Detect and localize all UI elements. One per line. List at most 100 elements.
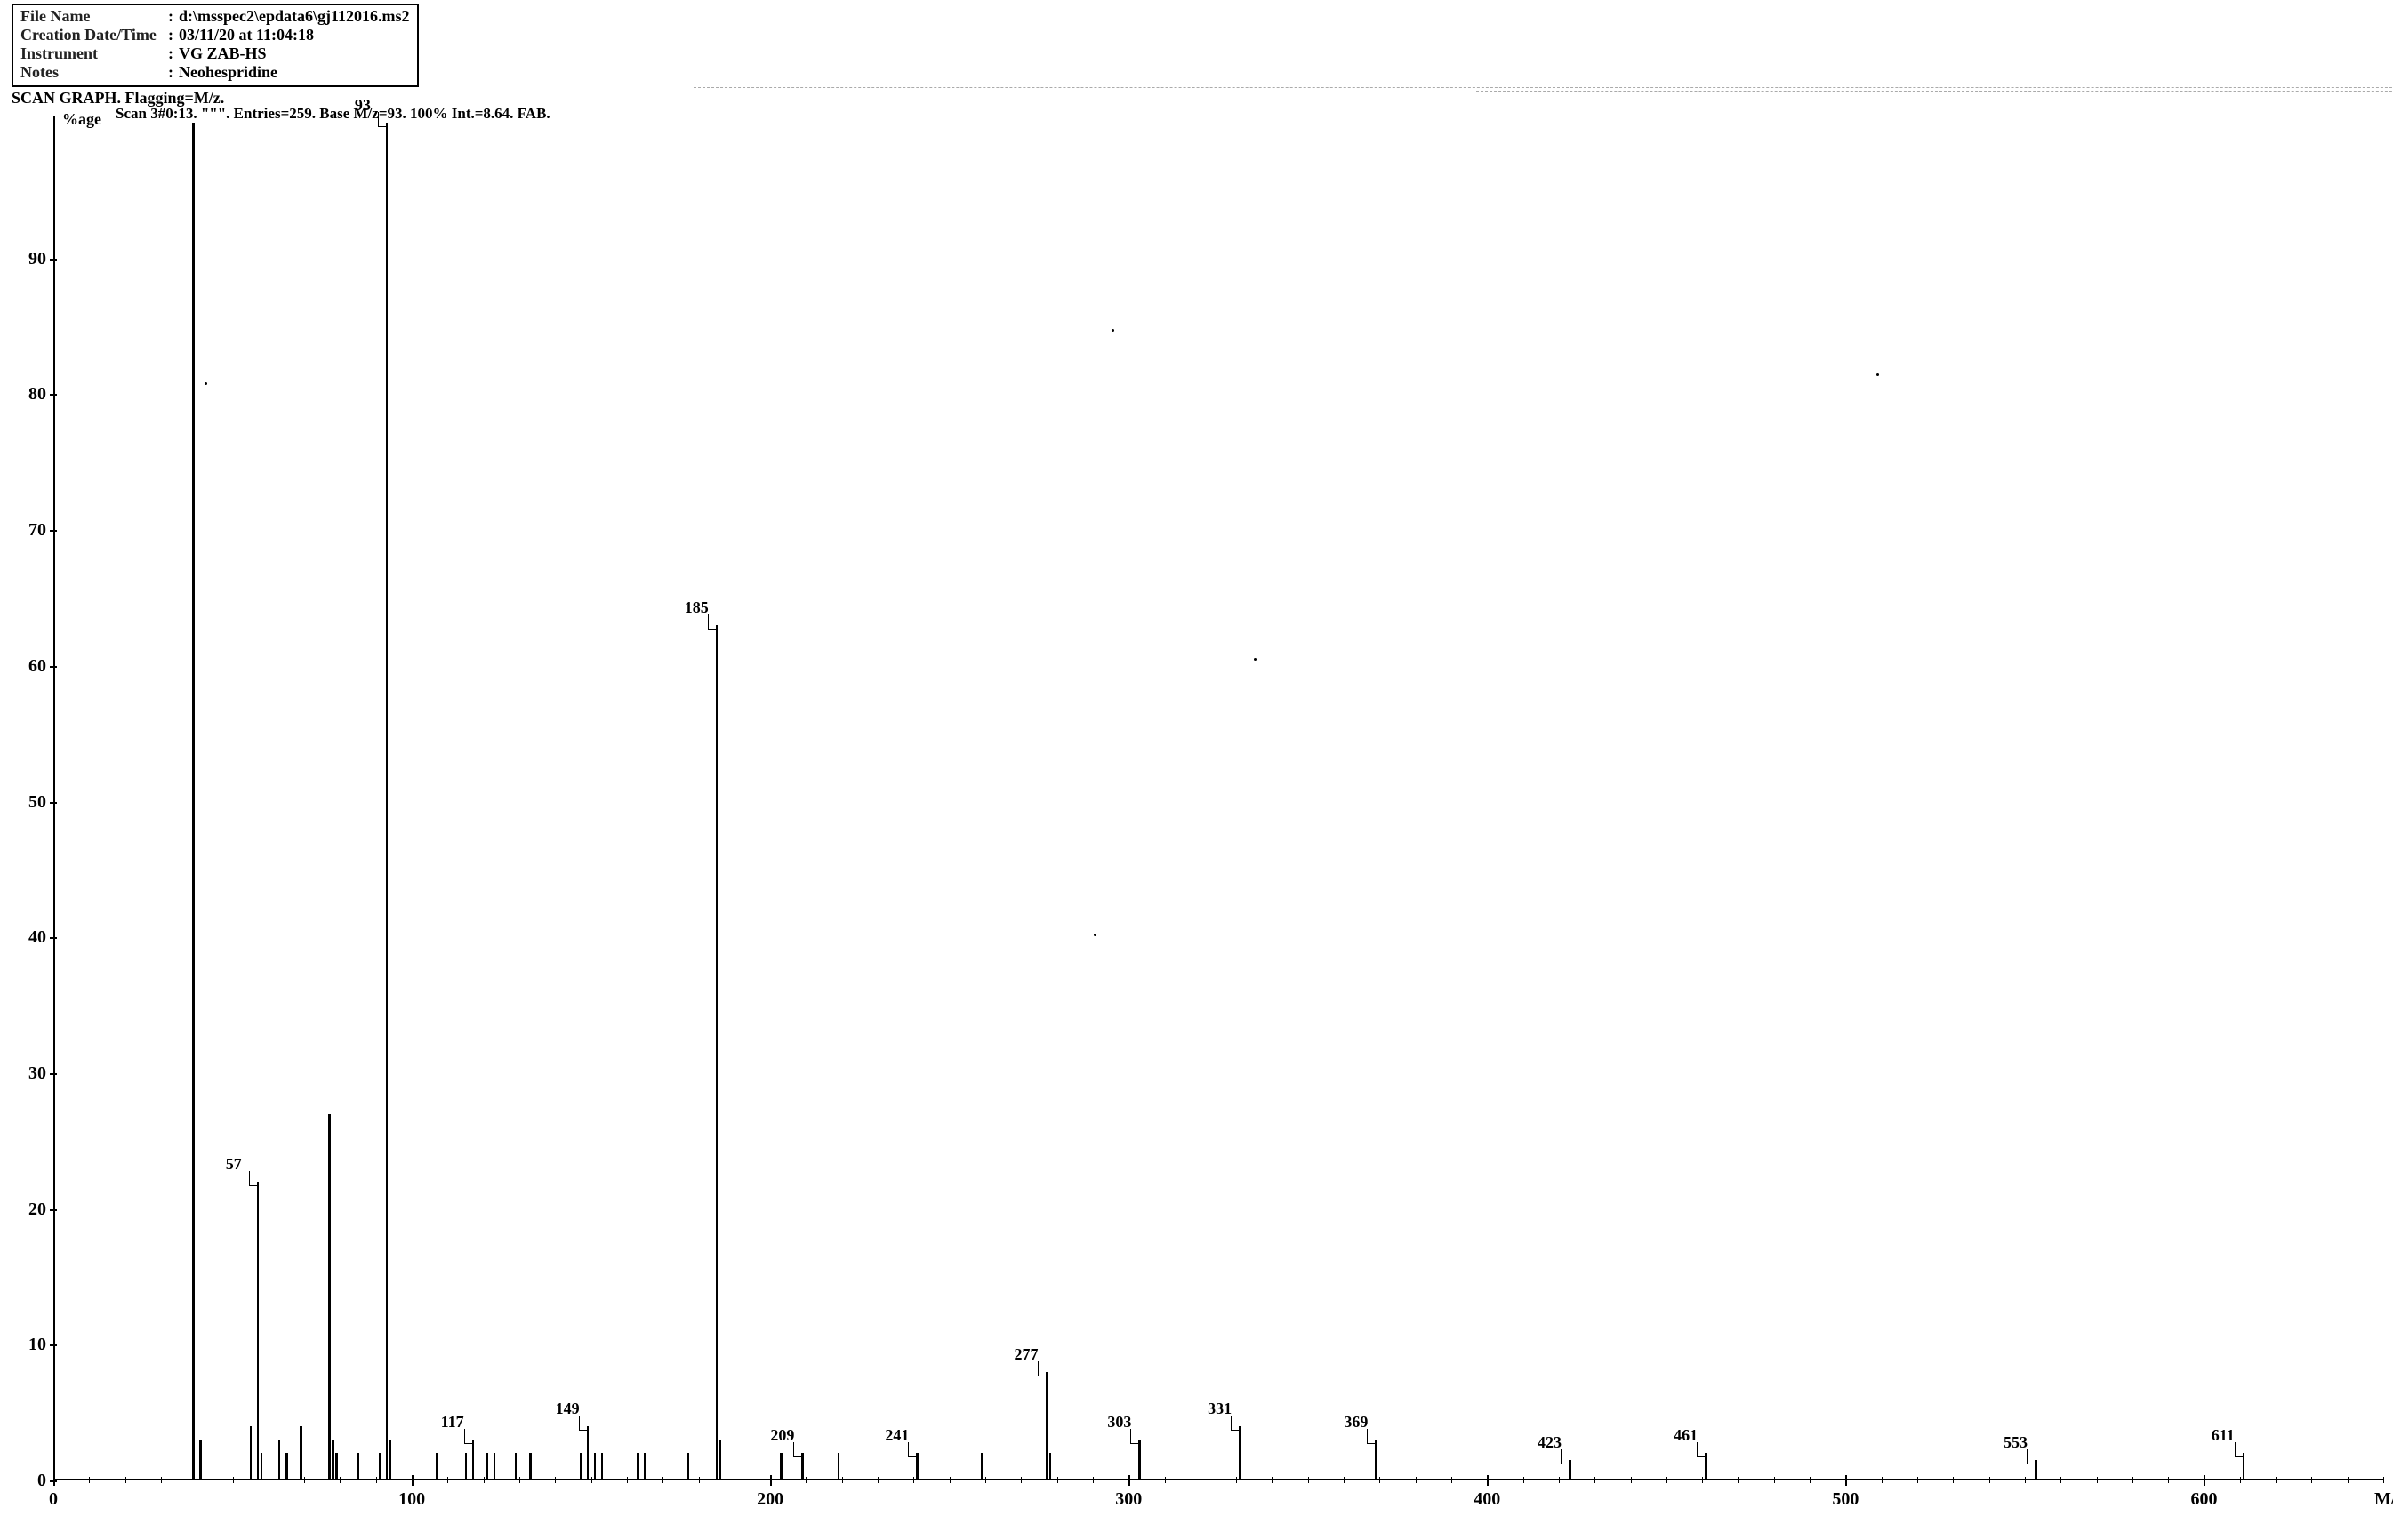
yaxis-line: [53, 116, 55, 1480]
spectrum-peak: [328, 1114, 331, 1480]
xtick-minor: [842, 1477, 843, 1483]
peak-label-leader: [793, 1442, 803, 1457]
ytick-label: 40: [11, 927, 46, 948]
header-val: VG ZAB-HS: [179, 44, 267, 63]
file-header-box: File Name:d:\msspec2\epdata6\gj112016.ms…: [12, 4, 419, 87]
spectrum-peak: [687, 1453, 689, 1480]
spectrum-peak: [1138, 1440, 1141, 1480]
ytick-label: 80: [11, 384, 46, 405]
xtick-minor: [1451, 1477, 1452, 1483]
spectrum-peak: [389, 1440, 392, 1480]
spectrum-peak: [472, 1440, 475, 1480]
ytick: [50, 666, 57, 668]
xtick-label: 100: [398, 1489, 425, 1510]
xtick-minor: [1416, 1477, 1417, 1483]
ytick-label: 60: [11, 656, 46, 677]
xtick-minor: [447, 1477, 448, 1483]
artifact-dash: [1476, 91, 2393, 92]
xtick-minor: [1810, 1477, 1811, 1483]
xtick-minor: [2348, 1477, 2349, 1483]
artifact-dot: [1876, 373, 1879, 376]
peak-label-leader: [1561, 1449, 1570, 1464]
peak-label-leader: [378, 112, 388, 127]
xtick-minor: [2240, 1477, 2241, 1483]
xtick-minor: [1989, 1477, 1990, 1483]
header-key: File Name: [20, 7, 163, 26]
spectrum-peak: [250, 1426, 253, 1480]
spectrum-peak: [335, 1453, 338, 1480]
ytick-label: 50: [11, 792, 46, 813]
xtick-minor: [1379, 1477, 1380, 1483]
spectrum-peak: [494, 1453, 496, 1480]
header-row: Creation Date/Time:03/11/20 at 11:04:18: [20, 26, 410, 44]
spectrum-peak: [436, 1453, 438, 1480]
xtick-minor: [1594, 1477, 1595, 1483]
spectrum-peak: [719, 1440, 722, 1480]
spectrum-peak: [257, 1182, 260, 1480]
ytick: [50, 530, 57, 532]
spectrum-peak: [1046, 1372, 1048, 1480]
ytick: [50, 1209, 57, 1211]
xtick-minor: [89, 1477, 90, 1483]
peak-label: 185: [685, 598, 709, 617]
xtick-minor: [950, 1477, 951, 1483]
artifact-dot: [1254, 658, 1257, 661]
xtick-minor: [699, 1477, 700, 1483]
ytick-label: 30: [11, 1063, 46, 1084]
spectrum-peak: [637, 1453, 639, 1480]
xtick-minor: [125, 1477, 126, 1483]
peak-label-leader: [1367, 1429, 1377, 1444]
xtick-minor: [1666, 1477, 1667, 1483]
spectrum-peak: [601, 1453, 604, 1480]
xtick-minor: [1308, 1477, 1309, 1483]
peak-label-leader: [708, 614, 718, 630]
artifact-dot: [1112, 329, 1114, 332]
peak-label: 369: [1344, 1413, 1368, 1432]
spectrum-peak: [580, 1453, 582, 1480]
xtick-minor: [1021, 1477, 1022, 1483]
header-key: Instrument: [20, 44, 163, 63]
xtick: [1128, 1475, 1130, 1486]
xtick-minor: [1523, 1477, 1524, 1483]
spectrum-peak: [357, 1453, 360, 1480]
peak-label: 149: [556, 1400, 580, 1418]
xtick-label: 400: [1474, 1489, 1500, 1510]
xtick-minor: [1344, 1477, 1345, 1483]
peak-label: 57: [226, 1155, 242, 1174]
spectrum-peak: [300, 1426, 302, 1480]
header-row: Instrument:VG ZAB-HS: [20, 44, 410, 63]
header-row: Notes:Neohespridine: [20, 63, 410, 82]
header-val: Neohespridine: [179, 63, 277, 82]
xtick-minor: [1882, 1477, 1883, 1483]
ytick: [50, 259, 57, 261]
ytick: [50, 802, 57, 804]
xtick-minor: [1738, 1477, 1739, 1483]
xtick-minor: [2097, 1477, 2098, 1483]
xtick-minor: [1702, 1477, 1703, 1483]
xtick-minor: [555, 1477, 556, 1483]
ytick-label: 70: [11, 520, 46, 541]
spectrum-peak: [587, 1426, 590, 1480]
xtick-label: 200: [757, 1489, 783, 1510]
spectrum-peak: [1375, 1440, 1377, 1480]
peak-label: 461: [1674, 1426, 1698, 1445]
peak-label-leader: [579, 1416, 589, 1431]
peak-label: 117: [441, 1413, 464, 1432]
xtick-minor: [2025, 1477, 2026, 1483]
peak-label: 277: [1015, 1345, 1039, 1364]
ytick-label: 20: [11, 1199, 46, 1220]
xtick-minor: [591, 1477, 592, 1483]
xtick-minor: [484, 1477, 485, 1483]
xtick-minor: [662, 1477, 663, 1483]
header-sep: :: [163, 7, 179, 26]
ytick-label: 0: [11, 1471, 46, 1491]
xtick-minor: [2168, 1477, 2169, 1483]
xtick: [770, 1475, 772, 1486]
peak-label: 331: [1208, 1400, 1232, 1418]
xtick-label: 300: [1115, 1489, 1142, 1510]
ytick: [50, 394, 57, 396]
xtick-minor: [2383, 1477, 2384, 1483]
ytick: [50, 937, 57, 939]
peak-label: 553: [2004, 1433, 2028, 1452]
spectrum-peak: [465, 1453, 468, 1480]
